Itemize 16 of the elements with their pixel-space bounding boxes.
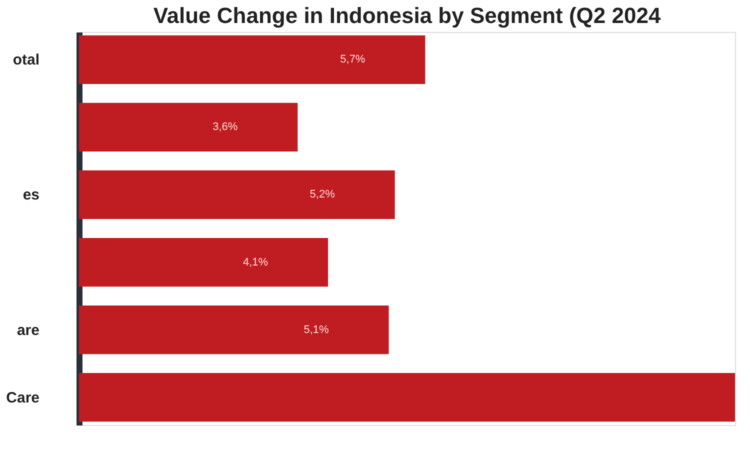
data-label: 5,2% — [310, 188, 336, 201]
data-label: 5,1% — [304, 324, 329, 336]
bar — [79, 102, 298, 152]
bar — [79, 35, 426, 84]
y-tick-label: are — [16, 322, 40, 339]
bar — [79, 170, 395, 220]
chart-title: Value Change in Indonesia by Segment (Q2 2024 — [153, 3, 662, 28]
y-tick-label: Care — [6, 389, 40, 406]
bar — [79, 238, 328, 287]
y-tick-label: otal — [12, 52, 40, 69]
data-label: 4,1% — [242, 256, 268, 268]
bar — [79, 373, 735, 422]
bar — [79, 305, 389, 354]
data-label: 5,7% — [340, 54, 366, 66]
data-label: 3,6% — [212, 121, 238, 134]
y-tick-label: es — [22, 186, 40, 204]
